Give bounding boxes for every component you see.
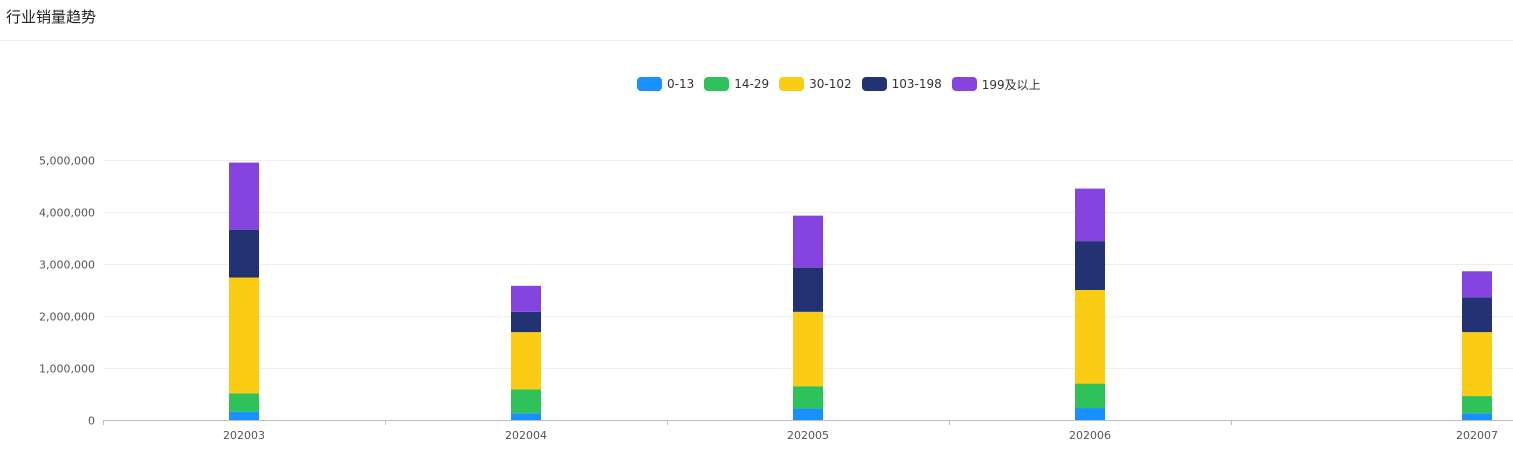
- legend-item-199-plus[interactable]: 199及以上: [951, 76, 1041, 93]
- y-tick-label: 3,000,000: [39, 259, 95, 272]
- bar-segment-14-29: [793, 386, 823, 409]
- bar-segment-0-13: [1462, 413, 1492, 420]
- x-tick-label: 202003: [223, 429, 265, 442]
- bar-segment-199: [793, 215, 823, 268]
- x-tick-label: 202005: [787, 429, 829, 442]
- bar-segment-30-102: [1075, 290, 1105, 384]
- legend-swatch: [861, 77, 887, 91]
- title-divider: [0, 40, 1513, 41]
- bar-segment-199: [1075, 188, 1105, 242]
- bar-segment-0-13: [511, 413, 541, 420]
- legend-item-30-102[interactable]: 30-102: [779, 77, 852, 91]
- bar-segment-103-198: [1462, 297, 1492, 333]
- legend-item-0-13[interactable]: 0-13: [637, 77, 694, 91]
- x-tick-label: 202007: [1456, 429, 1498, 442]
- bar-segment-14-29: [511, 389, 541, 414]
- legend-label: 14-29: [734, 77, 770, 91]
- bar-segment-14-29: [229, 393, 259, 412]
- bar-segment-199: [1462, 271, 1492, 298]
- x-tick-label: 202004: [505, 429, 547, 442]
- bar-segment-30-102: [1462, 332, 1492, 397]
- bar-segment-103-198: [1075, 241, 1105, 290]
- bar-segment-0-13: [1075, 408, 1105, 420]
- bar-segment-14-29: [1075, 383, 1105, 409]
- y-tick-label: 5,000,000: [39, 155, 95, 168]
- bar-segment-103-198: [229, 229, 259, 278]
- legend-swatch: [779, 77, 805, 91]
- legend-swatch: [951, 77, 977, 91]
- panel-title: 行业销量趋势: [6, 8, 97, 26]
- legend-label: 103-198: [891, 77, 942, 91]
- legend-label: 0-13: [667, 77, 695, 91]
- bar-segment-103-198: [511, 311, 541, 333]
- bar-segment-199: [511, 285, 541, 312]
- bar-segment-103-198: [793, 267, 823, 312]
- legend-swatch: [704, 77, 730, 91]
- bar-segment-30-102: [511, 332, 541, 390]
- legend-item-103-198[interactable]: 103-198: [861, 77, 942, 91]
- bar-segment-14-29: [1462, 396, 1492, 414]
- legend-label: 30-102: [809, 77, 852, 91]
- bar-segment-30-102: [793, 311, 823, 387]
- legend-item-14-29[interactable]: 14-29: [704, 77, 769, 91]
- bar-segment-199: [229, 162, 259, 230]
- y-tick-label: 4,000,000: [39, 207, 95, 220]
- y-tick-label: 2,000,000: [39, 311, 95, 324]
- y-tick-label: 1,000,000: [39, 363, 95, 376]
- bar-segment-0-13: [229, 411, 259, 420]
- legend-label: 199及以上: [981, 77, 1041, 92]
- y-tick-label: 0: [88, 415, 95, 428]
- bar-segment-0-13: [793, 408, 823, 420]
- chart-legend: 0-13 14-29 30-102 103-198 199及以上: [637, 75, 1051, 93]
- legend-swatch: [637, 77, 662, 91]
- x-tick-label: 202006: [1069, 429, 1111, 442]
- bar-segment-30-102: [229, 277, 259, 394]
